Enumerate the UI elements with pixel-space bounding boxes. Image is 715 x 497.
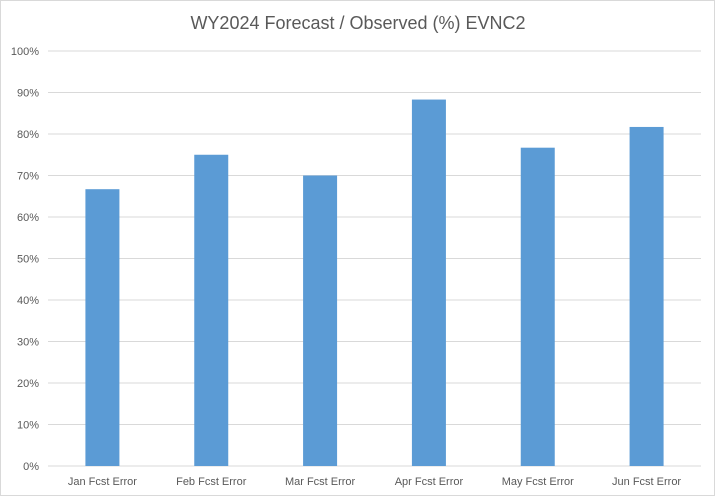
y-tick-label: 20% [17, 378, 39, 390]
x-axis-labels: Jan Fcst Error Feb Fcst Error Mar Fcst Err… [68, 476, 682, 488]
bar [520, 147, 555, 466]
gridlines [48, 50, 701, 467]
x-category-label: Jun Fcst Error [612, 476, 681, 488]
chart-title: WY2024 Forecast / Observed (%) EVNC2 [190, 13, 525, 33]
bar [85, 189, 120, 466]
x-category-label: Apr Fcst Error [395, 476, 464, 488]
bar [629, 126, 664, 466]
x-category-label: Mar Fcst Error [285, 476, 356, 488]
y-tick-label: 80% [17, 129, 39, 141]
y-tick-label: 100% [11, 46, 39, 58]
y-tick-label: 60% [17, 212, 39, 224]
bar [194, 154, 229, 466]
y-tick-label: 0% [23, 461, 39, 473]
x-category-label: May Fcst Error [502, 476, 574, 488]
y-tick-label: 30% [17, 337, 39, 349]
bars [85, 99, 664, 467]
y-tick-label: 70% [17, 171, 39, 183]
y-axis-ticks: 0% 10% 20% 30% 40% 50% 60% 70% 80% 90% 100% [11, 46, 39, 473]
y-tick-label: 50% [17, 254, 39, 266]
bar [303, 175, 338, 466]
y-tick-label: 10% [17, 420, 39, 432]
x-category-label: Jan Fcst Error [68, 476, 137, 488]
x-category-label: Feb Fcst Error [176, 476, 247, 488]
y-tick-label: 90% [17, 88, 39, 100]
y-tick-label: 40% [17, 295, 39, 307]
bar [411, 99, 446, 467]
